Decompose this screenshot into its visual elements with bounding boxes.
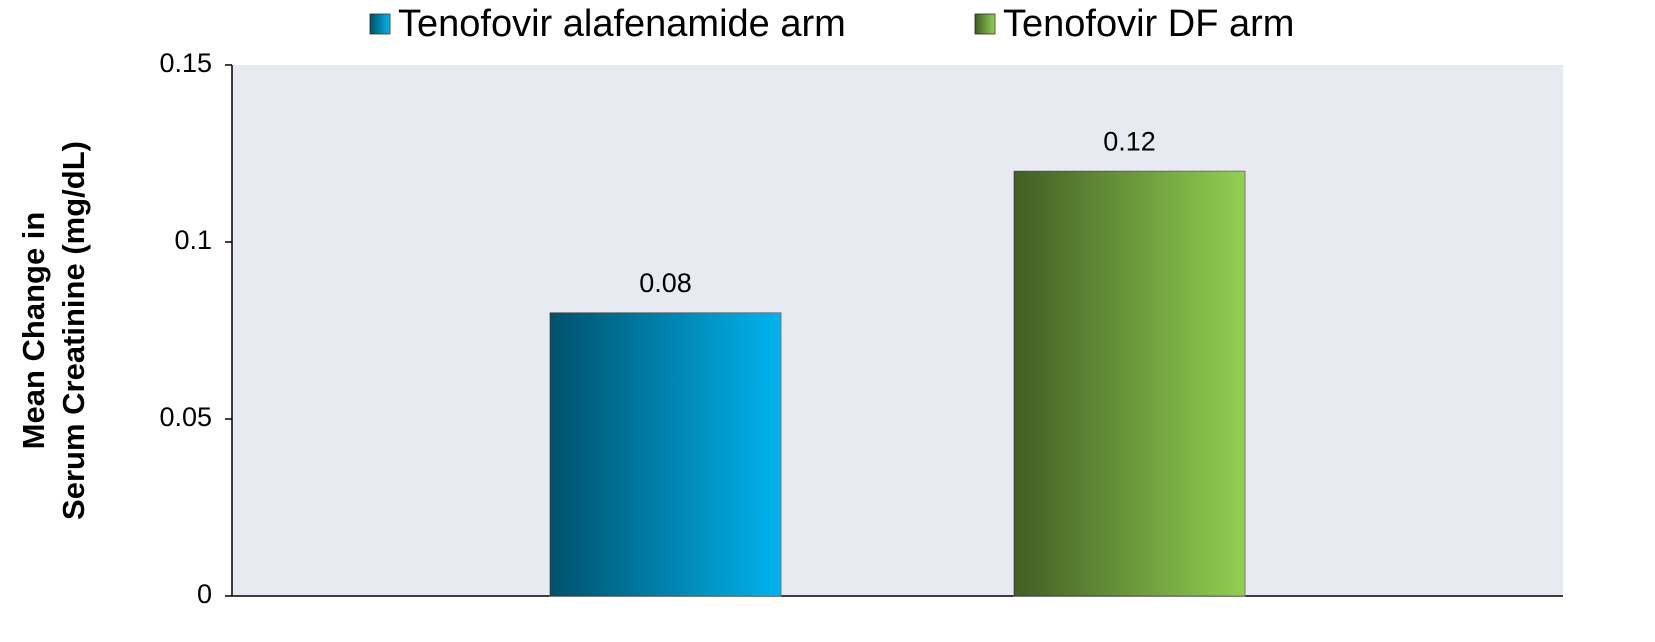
legend-label: Tenofovir alafenamide arm	[398, 3, 846, 45]
y-tick-label: 0.05	[159, 402, 212, 432]
y-axis-label: Mean Change in	[16, 212, 51, 450]
y-tick-label: 0.1	[174, 225, 212, 255]
y-tick-label: 0	[197, 579, 212, 609]
data-label: 0.08	[639, 268, 692, 298]
legend-label: Tenofovir DF arm	[1003, 3, 1294, 45]
legend-swatch-shade	[975, 14, 995, 34]
bar-shade	[1014, 171, 1245, 596]
plot-area	[232, 65, 1563, 596]
y-tick-label: 0.15	[159, 48, 212, 78]
legend-swatch-shade	[370, 14, 390, 34]
bar-shade	[550, 312, 781, 596]
data-label: 0.12	[1103, 126, 1156, 156]
y-axis-label: Serum Creatinine (mg/dL)	[56, 141, 91, 520]
